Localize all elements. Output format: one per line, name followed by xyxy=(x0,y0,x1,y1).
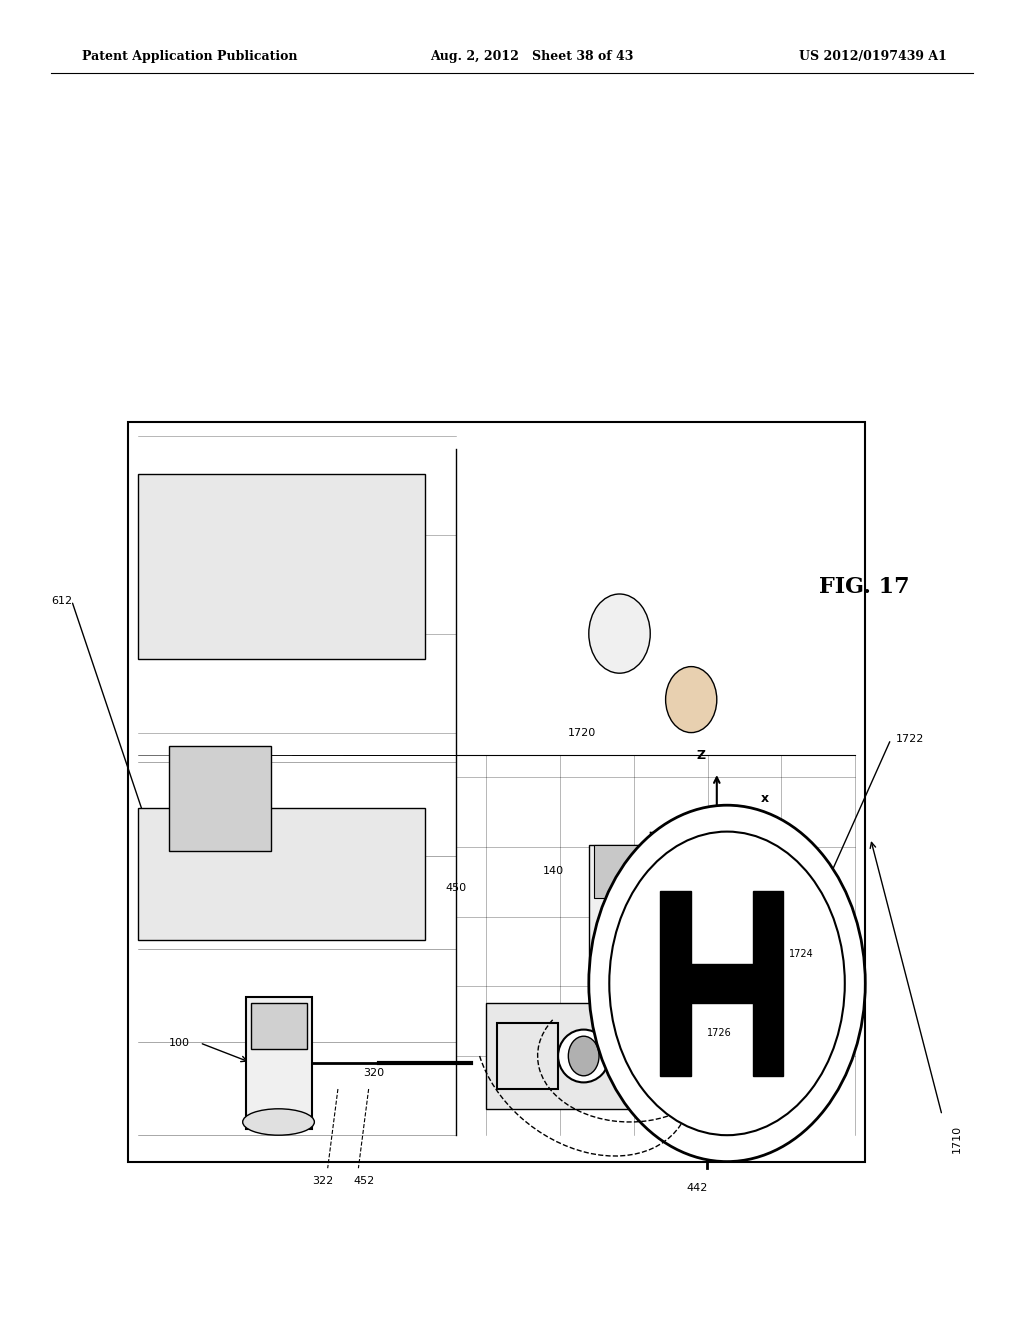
Bar xyxy=(497,1023,558,1089)
Bar xyxy=(128,422,865,1162)
Text: US 2012/0197439 A1: US 2012/0197439 A1 xyxy=(799,50,946,63)
Ellipse shape xyxy=(243,1109,314,1135)
Text: 612: 612 xyxy=(51,595,73,606)
Text: 1723: 1723 xyxy=(664,923,688,933)
Circle shape xyxy=(666,667,717,733)
Bar xyxy=(486,1003,691,1109)
Ellipse shape xyxy=(558,1030,609,1082)
Circle shape xyxy=(589,594,650,673)
Text: 1710: 1710 xyxy=(952,1125,963,1152)
Text: Z: Z xyxy=(696,748,706,762)
Text: 442: 442 xyxy=(686,1183,708,1193)
Circle shape xyxy=(589,805,865,1162)
Text: 100: 100 xyxy=(168,1038,189,1048)
Text: FIG. 17: FIG. 17 xyxy=(819,577,910,598)
Circle shape xyxy=(568,1036,599,1076)
Text: x: x xyxy=(761,792,769,805)
Bar xyxy=(138,474,425,659)
Bar xyxy=(169,746,271,851)
Text: Patent Application Publication: Patent Application Publication xyxy=(82,50,297,63)
Bar xyxy=(138,808,425,940)
Bar xyxy=(246,997,312,1129)
Circle shape xyxy=(609,832,845,1135)
Text: θz: θz xyxy=(712,1041,724,1052)
Text: 150: 150 xyxy=(369,909,390,920)
Bar xyxy=(589,845,650,1003)
Text: y: y xyxy=(778,834,786,847)
Text: 440: 440 xyxy=(609,1028,631,1039)
Text: 450: 450 xyxy=(445,883,467,894)
Text: F: F xyxy=(732,1107,738,1118)
Text: 452: 452 xyxy=(353,1176,375,1187)
Text: 1720: 1720 xyxy=(568,727,597,738)
Text: 120: 120 xyxy=(640,866,662,876)
Text: 1722: 1722 xyxy=(896,734,925,744)
Text: 1724: 1724 xyxy=(788,949,813,960)
Text: 140: 140 xyxy=(543,866,564,876)
Text: Aug. 2, 2012   Sheet 38 of 43: Aug. 2, 2012 Sheet 38 of 43 xyxy=(430,50,634,63)
Text: 320: 320 xyxy=(364,1068,385,1078)
Bar xyxy=(251,1003,307,1049)
Text: 1726: 1726 xyxy=(707,1028,731,1039)
Polygon shape xyxy=(660,891,783,1076)
Text: 160: 160 xyxy=(317,909,339,920)
Text: 322: 322 xyxy=(312,1176,334,1187)
Bar xyxy=(594,845,645,898)
